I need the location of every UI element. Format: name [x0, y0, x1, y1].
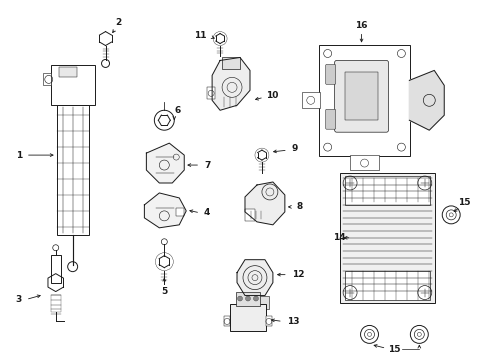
- Circle shape: [245, 296, 250, 301]
- Text: 1: 1: [16, 150, 22, 159]
- Text: 2: 2: [115, 18, 122, 27]
- FancyBboxPatch shape: [229, 303, 265, 332]
- Text: 6: 6: [174, 106, 180, 115]
- Text: 3: 3: [16, 295, 22, 304]
- Circle shape: [237, 296, 242, 301]
- FancyBboxPatch shape: [325, 64, 335, 84]
- FancyBboxPatch shape: [176, 208, 184, 216]
- FancyBboxPatch shape: [265, 316, 271, 327]
- Text: 14: 14: [333, 233, 345, 242]
- Text: 8: 8: [296, 202, 302, 211]
- Polygon shape: [212, 58, 249, 110]
- Circle shape: [253, 296, 258, 301]
- Polygon shape: [244, 182, 285, 225]
- FancyBboxPatch shape: [241, 296, 268, 310]
- Text: 5: 5: [161, 287, 167, 296]
- FancyBboxPatch shape: [340, 173, 434, 302]
- Text: 10: 10: [265, 91, 278, 100]
- FancyBboxPatch shape: [51, 255, 61, 283]
- FancyBboxPatch shape: [344, 72, 378, 120]
- FancyBboxPatch shape: [59, 67, 77, 77]
- FancyBboxPatch shape: [345, 271, 429, 300]
- FancyBboxPatch shape: [42, 73, 51, 85]
- Text: 15: 15: [457, 198, 469, 207]
- Polygon shape: [146, 143, 184, 183]
- FancyBboxPatch shape: [224, 316, 229, 327]
- Polygon shape: [237, 260, 272, 296]
- Text: 7: 7: [203, 161, 210, 170]
- Polygon shape: [144, 193, 186, 228]
- FancyBboxPatch shape: [325, 109, 335, 129]
- Text: 4: 4: [203, 208, 210, 217]
- FancyBboxPatch shape: [236, 292, 260, 306]
- FancyBboxPatch shape: [57, 105, 88, 235]
- Text: 12: 12: [291, 270, 304, 279]
- Text: 15: 15: [387, 345, 400, 354]
- FancyBboxPatch shape: [51, 66, 94, 105]
- Text: 11: 11: [194, 31, 206, 40]
- FancyBboxPatch shape: [334, 60, 387, 132]
- FancyBboxPatch shape: [345, 176, 429, 204]
- FancyBboxPatch shape: [244, 209, 254, 221]
- Text: 13: 13: [286, 317, 299, 326]
- FancyBboxPatch shape: [222, 58, 240, 69]
- FancyBboxPatch shape: [349, 155, 379, 170]
- FancyBboxPatch shape: [51, 294, 61, 312]
- FancyBboxPatch shape: [318, 45, 409, 156]
- Polygon shape: [408, 71, 443, 130]
- Text: 16: 16: [355, 21, 367, 30]
- FancyBboxPatch shape: [207, 87, 215, 99]
- FancyBboxPatch shape: [301, 92, 319, 108]
- Text: 9: 9: [291, 144, 297, 153]
